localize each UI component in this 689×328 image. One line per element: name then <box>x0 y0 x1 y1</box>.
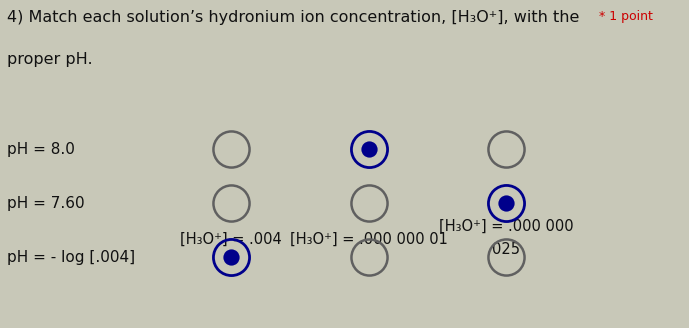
Text: pH = - log [.004]: pH = - log [.004] <box>7 250 135 265</box>
Text: proper pH.: proper pH. <box>7 52 92 68</box>
Text: pH = 7.60: pH = 7.60 <box>7 196 85 211</box>
Text: 4) Match each solution’s hydronium ion concentration, [H₃O⁺], with the: 4) Match each solution’s hydronium ion c… <box>7 10 579 25</box>
Text: [H₃O⁺] = .000 000 01: [H₃O⁺] = .000 000 01 <box>289 232 448 247</box>
Text: * 1 point: * 1 point <box>599 10 653 23</box>
Text: [H₃O⁺] = .004: [H₃O⁺] = .004 <box>180 232 282 247</box>
Text: pH = 8.0: pH = 8.0 <box>7 142 75 157</box>
Text: 025: 025 <box>493 242 520 257</box>
Text: [H₃O⁺] = .000 000: [H₃O⁺] = .000 000 <box>439 219 574 234</box>
